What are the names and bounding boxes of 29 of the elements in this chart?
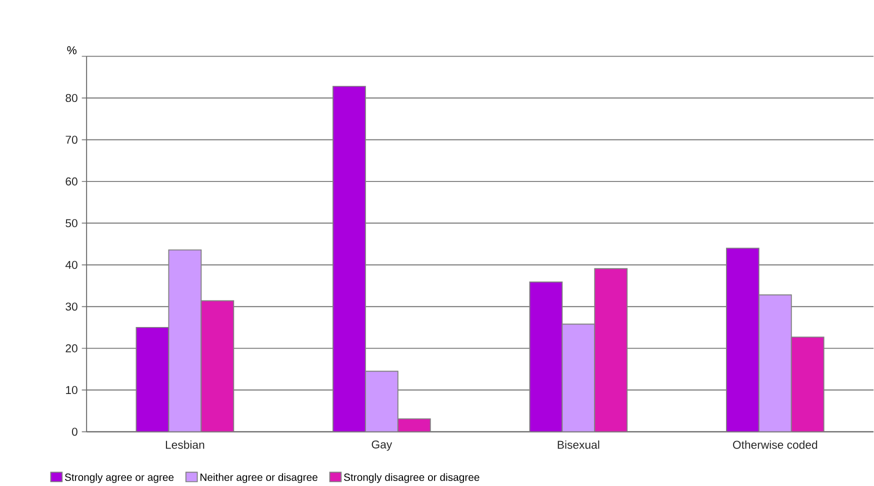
bar: [200, 300, 234, 432]
x-tick-label: Lesbian: [166, 440, 204, 449]
y-tick-label: 30: [66, 302, 78, 310]
bar: [790, 336, 824, 432]
legend-label: Neither agree or disagree: [200, 473, 318, 483]
x-tick-label: Bisexual: [558, 440, 600, 449]
bar: [332, 86, 366, 432]
bar: [562, 323, 596, 432]
y-tick-label: 50: [66, 218, 78, 228]
y-tick-label: 70: [66, 136, 78, 144]
y-tick-label: 80: [66, 94, 78, 102]
bar: [726, 248, 760, 432]
x-tick-label: Gay: [372, 440, 392, 451]
legend-label: Strongly agree or agree: [64, 473, 174, 483]
bar: [168, 249, 202, 432]
x-tick-label: Otherwise coded: [733, 440, 818, 449]
legend-label: Strongly disagree or disagree: [344, 473, 480, 483]
bar: [594, 268, 628, 432]
y-tick-label: 10: [66, 386, 78, 394]
y-axis-title: %: [67, 46, 76, 54]
bar: [758, 294, 792, 432]
y-tick-label: 60: [66, 177, 78, 186]
y-tick-label: 20: [66, 344, 78, 352]
y-tick-label: 40: [65, 260, 78, 269]
bar: [398, 418, 430, 432]
y-tick-label: 0: [72, 428, 78, 436]
bar: [364, 370, 398, 432]
bar: [136, 326, 170, 432]
bar: [529, 281, 563, 432]
